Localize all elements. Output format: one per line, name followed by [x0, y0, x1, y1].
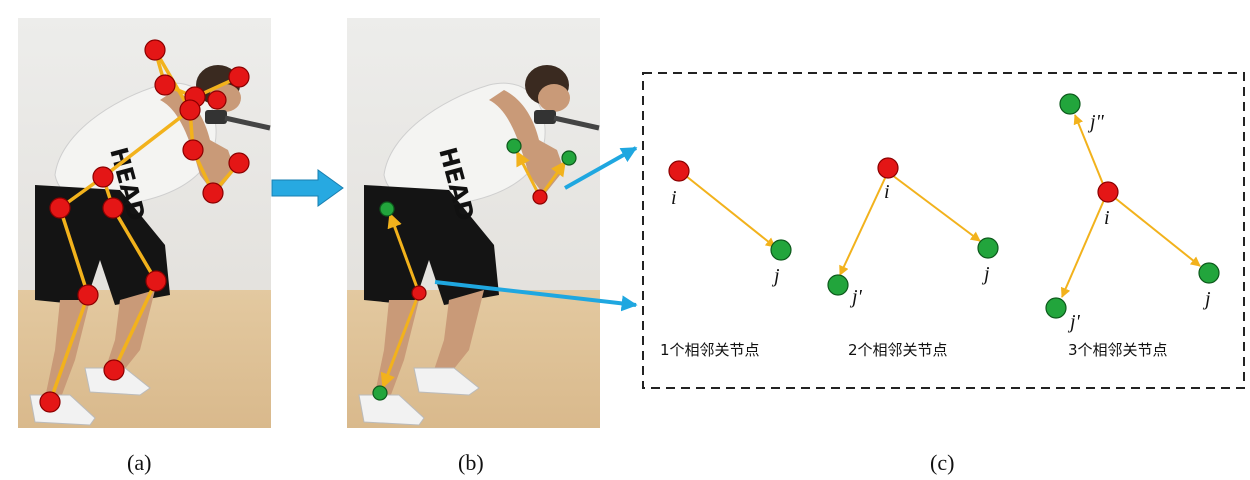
- neighbor-label: j": [1087, 111, 1105, 133]
- edge-arrow: [680, 171, 776, 248]
- joint-node: [207, 90, 227, 110]
- joint-node: [379, 201, 395, 217]
- joint-node: [372, 385, 388, 401]
- neighbor-node: [827, 274, 849, 296]
- edge-arrow: [1060, 199, 1105, 298]
- joint-node: [179, 99, 201, 121]
- edge-arrow: [891, 174, 981, 242]
- neighbor-node: [770, 239, 792, 261]
- joint-node: [154, 74, 176, 96]
- panel-b-photo: HEAD: [347, 18, 600, 428]
- panel-b-joints: [372, 138, 577, 401]
- neighbor-node: [977, 237, 999, 259]
- joint-node: [77, 284, 99, 306]
- transition-arrow: [271, 169, 344, 207]
- group-2-adjacent: i j' j 2个相邻关节点: [827, 157, 999, 359]
- joint-node: [228, 152, 250, 174]
- joint-node: [202, 182, 224, 204]
- caption-c: (c): [930, 450, 955, 475]
- joint-node: [411, 285, 427, 301]
- neighbor-label: j: [1202, 288, 1211, 310]
- neighbor-node: [1198, 262, 1220, 284]
- joint-node: [145, 270, 167, 292]
- edge-arrow: [1073, 114, 1104, 185]
- joint-node: [92, 166, 114, 188]
- panel-a-photo: HEAD: [18, 18, 271, 428]
- joint-node: [506, 138, 522, 154]
- center-node: [668, 160, 690, 182]
- joint-node: [103, 359, 125, 381]
- joint-node: [182, 139, 204, 161]
- group-1-adjacent: i j 1个相邻关节点: [660, 160, 792, 359]
- neighbor-node: [1059, 93, 1081, 115]
- joint-node: [532, 189, 548, 205]
- joint-node: [49, 197, 71, 219]
- joint-node: [228, 66, 250, 88]
- caption-b: (b): [458, 450, 484, 475]
- joint-node: [39, 391, 61, 413]
- neighbor-label: j: [981, 263, 990, 285]
- group-3-adjacent: i j" j' j 3个相邻关节点: [1045, 93, 1220, 359]
- neighbor-node: [1045, 297, 1067, 319]
- panel-a-joints: [39, 39, 250, 413]
- neighbor-label: j': [849, 286, 863, 308]
- group-label: 3个相邻关节点: [1068, 341, 1168, 359]
- neighbor-label: j: [771, 265, 780, 287]
- center-label: i: [884, 181, 890, 203]
- joint-node: [144, 39, 166, 61]
- neighbor-label: j': [1067, 311, 1081, 333]
- pointer-arrow: [434, 280, 638, 312]
- edge-arrow: [1114, 197, 1201, 267]
- edge-arrow: [839, 175, 887, 276]
- group-label: 1个相邻关节点: [660, 341, 760, 359]
- joint-node: [561, 150, 577, 166]
- center-node: [1097, 181, 1119, 203]
- center-node: [877, 157, 899, 179]
- pointer-arrow: [564, 146, 638, 190]
- panel-c-frame: [642, 72, 1245, 389]
- group-label: 2个相邻关节点: [848, 341, 948, 359]
- caption-a: (a): [127, 450, 152, 475]
- joint-node: [102, 197, 124, 219]
- center-label: i: [671, 187, 677, 209]
- center-label: i: [1104, 207, 1110, 229]
